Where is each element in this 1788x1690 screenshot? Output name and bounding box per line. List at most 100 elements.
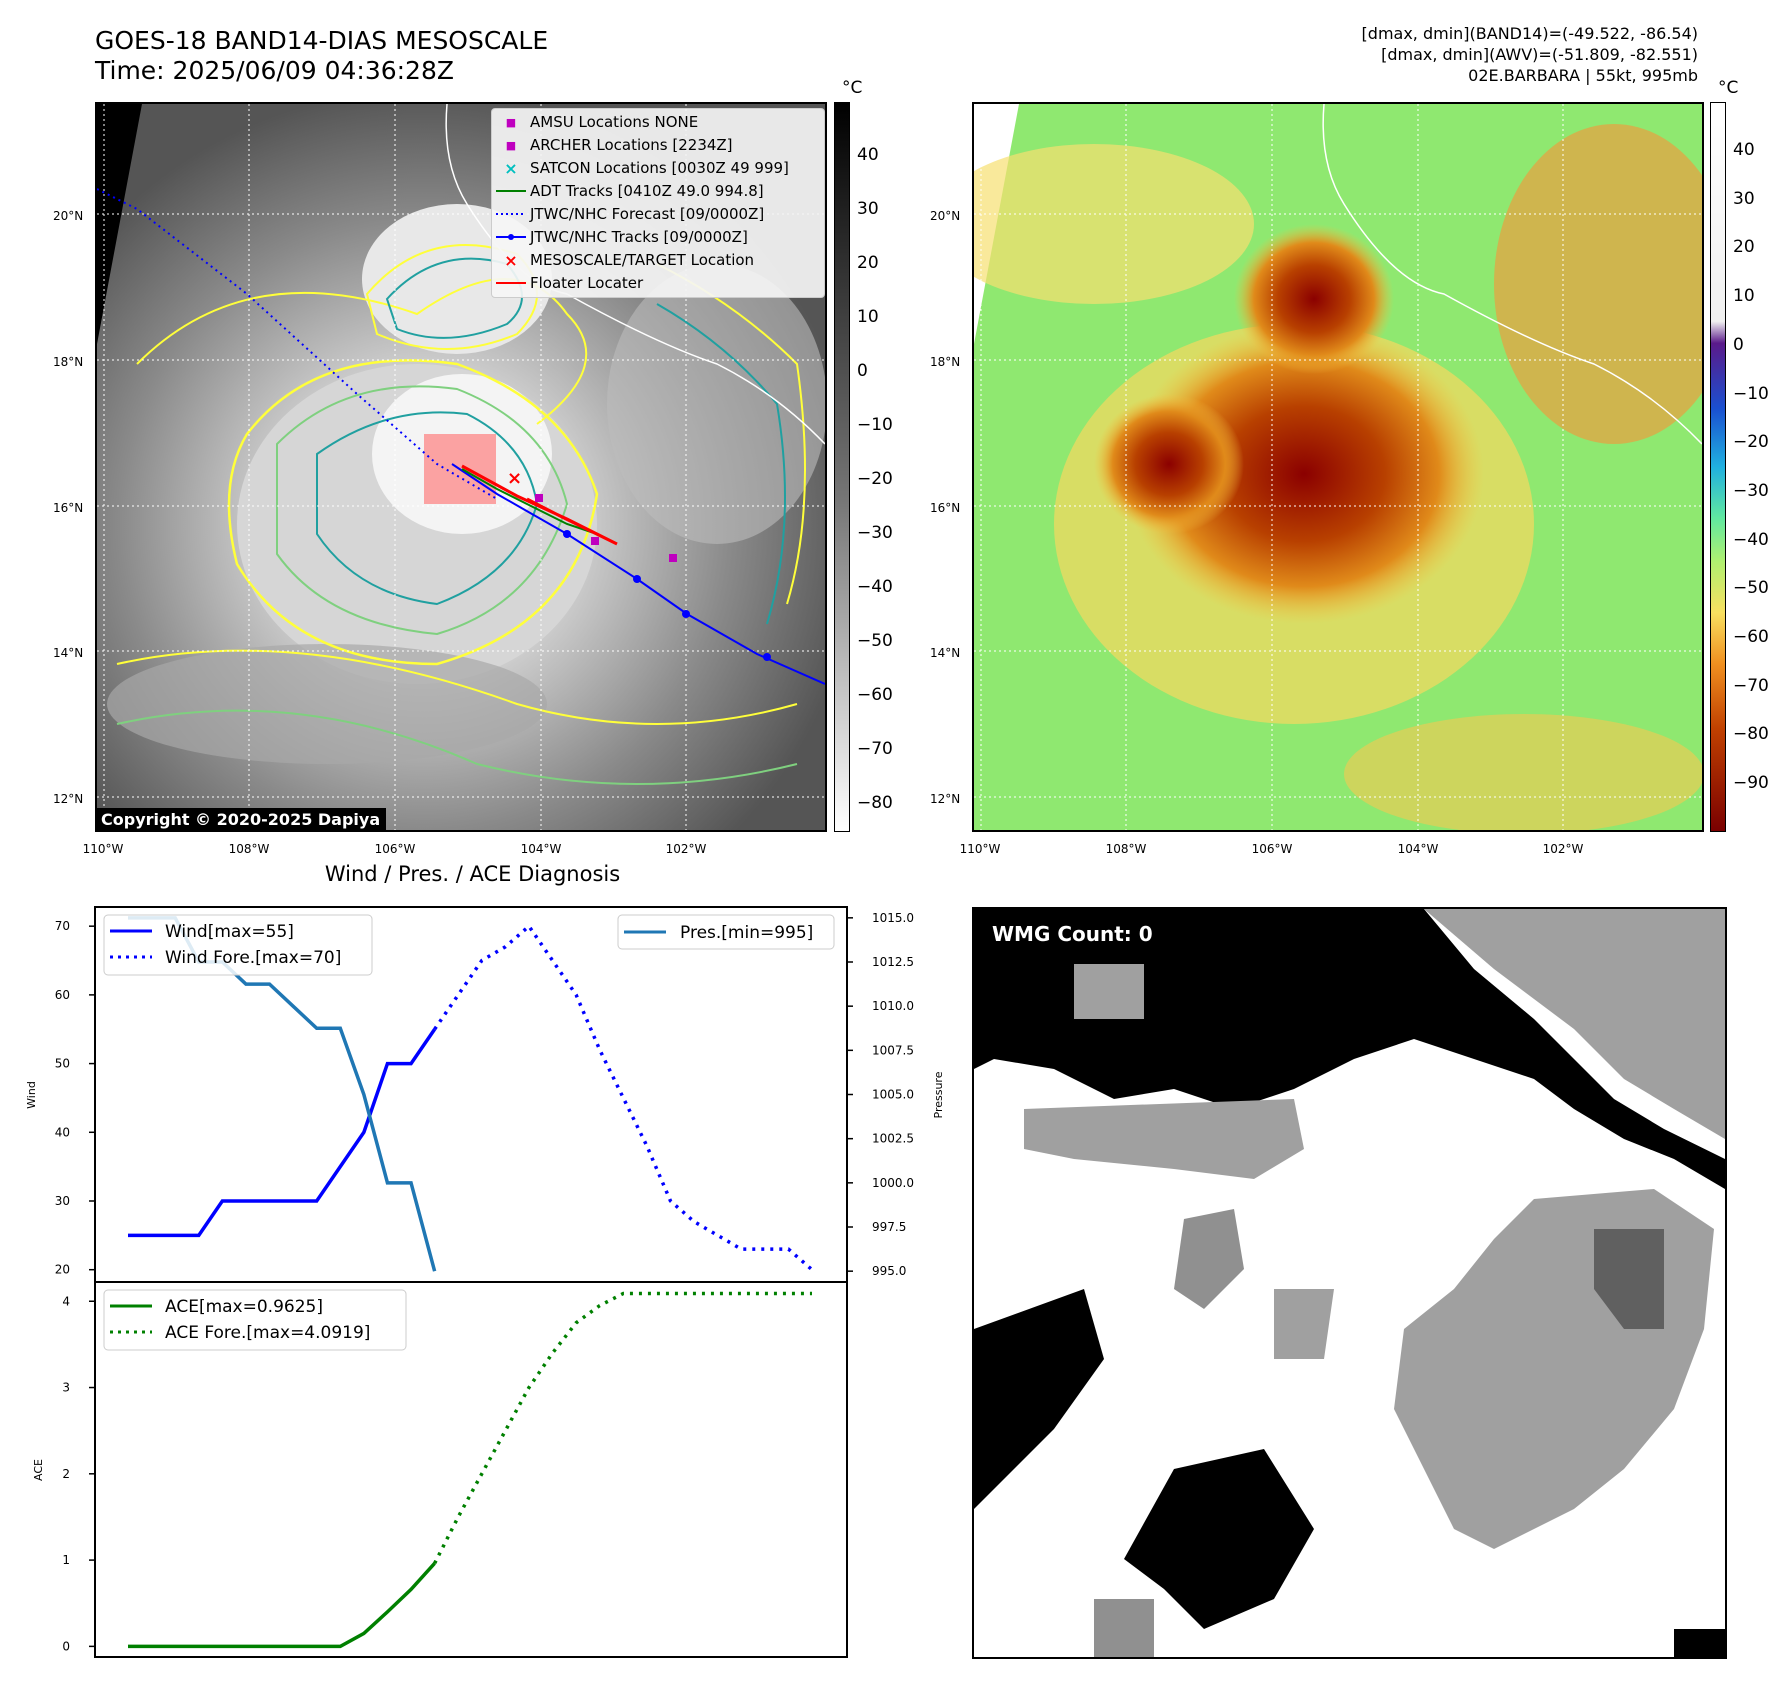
lat-label: 14°N (930, 646, 961, 660)
colorbar-tick-label: 20 (1733, 237, 1755, 258)
band14-range: [dmax, dmin](BAND14)=(-49.522, -86.54) (1361, 24, 1698, 43)
wmg-count: WMG Count: 0 (992, 922, 1153, 946)
lon-label: 104°W (520, 842, 562, 856)
map-legend-item: × SATCON Locations [0030Z 49 999] (492, 157, 824, 180)
tick-label: 1000.0 (872, 1176, 914, 1190)
colorbar-tick-label: −80 (1733, 724, 1769, 745)
lon-label: 108°W (1105, 842, 1147, 856)
tick-label: 1015.0 (872, 911, 914, 925)
map-legend-label: MESOSCALE/TARGET Location (530, 251, 755, 269)
tick-label: 70 (55, 919, 70, 933)
awv-map-image (974, 104, 1702, 830)
map-legend-label: ADT Tracks [0410Z 49.0 994.8] (530, 182, 764, 200)
legend-pres: Pres.[min=995] (680, 923, 813, 943)
map-legend-symbol: × (504, 159, 518, 178)
lat-label: 18°N (53, 355, 84, 369)
colorbar-tick-label: −20 (1733, 432, 1769, 453)
colorbar-tick-label: 40 (1733, 140, 1755, 160)
pres-axis-label: Pressure (932, 1071, 945, 1118)
colorbar-tick-label: 20 (857, 253, 879, 273)
tick-label: 60 (55, 988, 70, 1002)
map-legend-item: × MESOSCALE/TARGET Location (492, 249, 824, 272)
awv-colorbar (1710, 102, 1726, 832)
tick-label: 30 (55, 1194, 70, 1208)
map-legend-symbol (492, 272, 530, 295)
ir-colorbar (834, 102, 850, 832)
chart-time: Time: 2025/06/09 04:36:28Z (95, 56, 454, 85)
ace-forecast-line (433, 1291, 812, 1565)
colorbar-tick-label: −40 (857, 577, 893, 597)
ace-axes (94, 1281, 848, 1658)
ace-series-line (128, 1562, 436, 1649)
lon-label: 106°W (374, 842, 416, 856)
diagnosis-chart: Wind Pressure ACE 70 60 50 40 30 20 1015.0 1012… (25, 906, 945, 1658)
ir-colorbar-unit: °C (842, 78, 863, 98)
colorbar-tick-label: 0 (1733, 334, 1744, 355)
lat-label: 20°N (53, 209, 84, 223)
colorbar-tick-label: 10 (1733, 286, 1755, 307)
map-legend-label: JTWC/NHC Forecast [09/0000Z] (530, 205, 765, 223)
tick-label: 20 (55, 1263, 70, 1277)
wind-forecast-line (433, 923, 814, 1272)
ace-axis-label: ACE (32, 1459, 45, 1481)
tick-label: 1002.5 (872, 1132, 914, 1146)
legend-wind-fore: Wind Fore.[max=70] (165, 948, 341, 968)
lat-label: 20°N (930, 209, 961, 223)
tick-label: 997.5 (872, 1220, 906, 1234)
map-legend-symbol: ■ (505, 116, 517, 129)
map-legend-symbol (492, 203, 530, 226)
awv-range: [dmax, dmin](AWV)=(-51.809, -82.551) (1381, 45, 1698, 64)
colorbar-tick-label: −30 (857, 523, 893, 543)
map-legend-item: ■ ARCHER Locations [2234Z] (492, 134, 824, 157)
tick-label: 1 (62, 1553, 70, 1567)
wind-legend: Wind[max=55] Wind Fore.[max=70] (103, 914, 373, 976)
map-legend-label: SATCON Locations [0030Z 49 999] (530, 159, 789, 177)
ir-map: × ■ AMSU Locations NONE ■ ARCHER Locations … (95, 102, 827, 832)
legend-wind: Wind[max=55] (165, 922, 294, 942)
lon-label: 102°W (1542, 842, 1584, 856)
colorbar-tick-label: −60 (1733, 627, 1769, 647)
colorbar-tick-label: −20 (857, 469, 893, 489)
colorbar-tick-label: 30 (1733, 188, 1755, 209)
lon-label: 108°W (228, 842, 270, 856)
colorbar-tick-label: −50 (1733, 578, 1769, 599)
storm-info: 02E.BARBARA | 55kt, 995mb (1468, 66, 1698, 85)
colorbar-tick-label: −50 (857, 631, 893, 651)
lat-label: 16°N (930, 501, 961, 515)
map-legend-symbol (492, 226, 530, 249)
wind-axis-label: Wind (25, 1081, 38, 1109)
lon-label: 102°W (665, 842, 707, 856)
lat-label: 18°N (930, 355, 961, 369)
map-legend-item: JTWC/NHC Forecast [09/0000Z] (492, 203, 824, 226)
map-legend-item: Floater Locater (492, 272, 824, 295)
map-legend-symbol: × (504, 251, 518, 270)
tick-label: 4 (62, 1294, 70, 1308)
awv-colorbar-unit: °C (1718, 78, 1739, 98)
map-legend-label: Floater Locater (530, 274, 644, 292)
tick-label: 1005.0 (872, 1088, 914, 1102)
forecast-track (97, 188, 498, 500)
map-legend: ■ AMSU Locations NONE ■ ARCHER Locations [2… (491, 108, 825, 298)
tick-label: 1012.5 (872, 955, 914, 969)
lon-label: 110°W (82, 842, 124, 856)
copyright: Copyright © 2020-2025 Dapiya (95, 808, 387, 831)
diagnosis-title: Wind / Pres. / ACE Diagnosis (324, 862, 621, 886)
lon-label: 104°W (1397, 842, 1439, 856)
map-legend-item: JTWC/NHC Tracks [09/0000Z] (492, 226, 824, 249)
tick-label: 40 (55, 1125, 70, 1139)
lon-label: 106°W (1251, 842, 1293, 856)
ace-legend: ACE[max=0.9625] ACE Fore.[max=4.0919] (103, 1289, 407, 1351)
tick-label: 3 (62, 1381, 70, 1395)
colorbar-tick-label: −10 (857, 415, 893, 435)
wind-series-line (128, 1028, 437, 1238)
pres-legend: Pres.[min=995] (617, 914, 835, 950)
chart-title: GOES-18 BAND14-DIAS MESOSCALE (95, 26, 549, 55)
tick-label: 50 (55, 1057, 70, 1071)
legend-ace-fore: ACE Fore.[max=4.0919] (165, 1323, 370, 1343)
awv-map (972, 102, 1704, 832)
colorbar-tick-label: −40 (1733, 529, 1769, 550)
map-legend-symbol (492, 180, 530, 203)
colorbar-tick-label: 40 (857, 145, 879, 165)
map-legend-label: ARCHER Locations [2234Z] (530, 136, 733, 154)
legend-ace: ACE[max=0.9625] (165, 1297, 323, 1317)
